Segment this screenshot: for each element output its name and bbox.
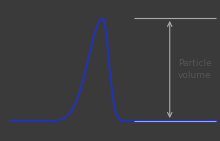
Text: Particle
volume: Particle volume [178, 59, 212, 80]
